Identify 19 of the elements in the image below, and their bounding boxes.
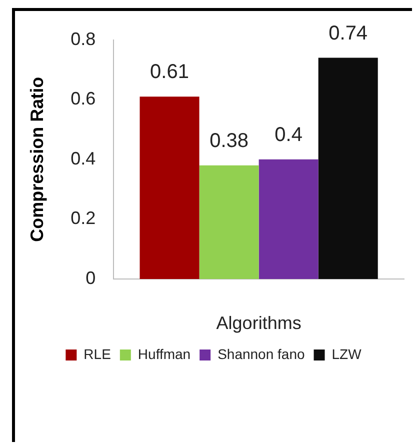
data-label: 0.61 bbox=[150, 61, 189, 84]
bar bbox=[199, 165, 259, 279]
y-tick-label: 0.4 bbox=[70, 148, 96, 168]
y-axis-title: Compression Ratio bbox=[26, 76, 47, 242]
y-tick-label: 0 bbox=[86, 268, 96, 288]
data-label: 0.74 bbox=[328, 22, 368, 44]
legend-label: LZW bbox=[332, 346, 362, 362]
legend-label: Shannon fano bbox=[218, 346, 305, 362]
legend-label: Huffman bbox=[138, 346, 191, 362]
bar bbox=[318, 58, 378, 279]
data-label: 0.38 bbox=[210, 130, 249, 152]
y-tick-label: 0.2 bbox=[70, 208, 96, 228]
y-tick-label: 0.8 bbox=[70, 28, 96, 49]
y-tick-label: 0.6 bbox=[70, 88, 96, 109]
legend-label: RLE bbox=[84, 346, 111, 362]
bar bbox=[258, 159, 318, 279]
bar bbox=[140, 96, 200, 279]
x-axis-title: Algorithms bbox=[216, 313, 302, 334]
data-label: 0.4 bbox=[274, 124, 302, 146]
